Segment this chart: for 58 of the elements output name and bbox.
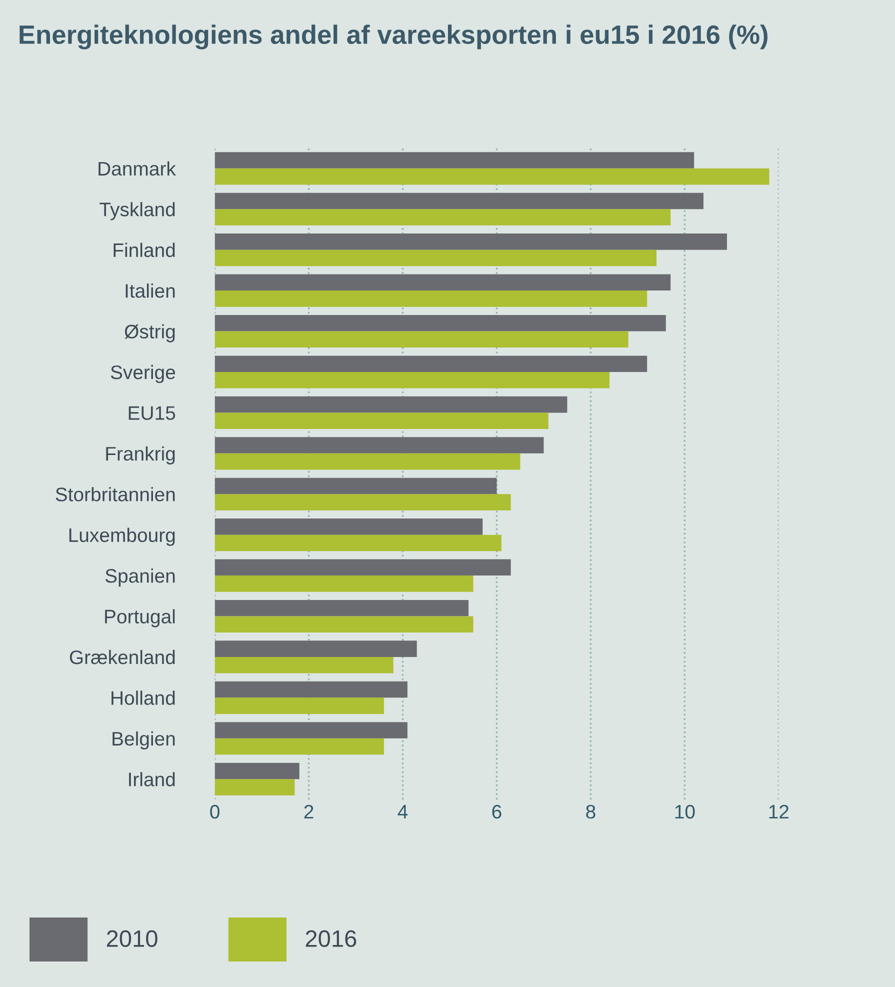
x-tick-label: 0 [210,804,220,819]
bar [214,314,666,332]
bar [214,356,648,372]
bar [214,698,384,714]
y-tick-label: Danmark [98,161,176,176]
y-tick-label: Tyskland [100,202,175,220]
bar [214,396,568,413]
bar [214,168,770,185]
bar [214,478,497,494]
y-tick-label: Grækenland [70,650,175,664]
bar [214,681,408,698]
bar [214,192,704,210]
y-tick-label: Belgien [112,731,175,750]
y-tick-label: Finland [114,242,175,258]
bar [214,722,408,738]
bar [214,234,727,250]
bar [214,616,474,633]
bar [214,412,548,429]
bar [214,576,474,592]
bar [214,559,511,576]
bar [214,290,648,307]
bar [214,437,544,454]
bar [214,656,394,674]
y-tick-label: Portugal [105,609,175,628]
bar [214,600,469,616]
y-tick-label: Storbritannien [56,487,175,502]
bar [214,152,694,168]
bar [214,738,384,755]
y-tick-label: EU15 [128,406,176,420]
x-tick-label: 6 [492,804,502,819]
y-tick-label: Irland [129,772,175,786]
chart-title: Energiteknologiens andel af vareeksporten i eu15 i 2016 (%) [20,24,768,50]
bar [214,534,502,552]
bar [214,331,628,348]
bar [214,640,417,657]
y-tick-label: Sverige [110,364,176,384]
x-tick-label: 2 [304,804,314,818]
y-tick-label: Italien [126,284,175,298]
x-tick-label: 10 [675,804,695,819]
y-tick-label: Luxembourg [69,528,175,546]
x-tick-label: 4 [398,805,408,818]
bar [214,518,483,535]
x-tick-label: 12 [769,804,788,818]
y-tick-label: Østrig [124,324,175,342]
bar [214,494,511,510]
y-tick-label: Spanien [105,568,175,587]
legend-label: 2016 [306,930,356,947]
bar [214,274,671,291]
bar [214,453,520,470]
x-tick-label: 8 [586,804,596,819]
bar [214,372,610,388]
y-tick-label: Frankrig [106,446,175,464]
y-tick-label: Holland [112,690,175,705]
bar [214,250,656,266]
bar [214,209,671,226]
bar [214,779,295,796]
bar [214,762,300,780]
legend-label: 2010 [106,930,158,947]
